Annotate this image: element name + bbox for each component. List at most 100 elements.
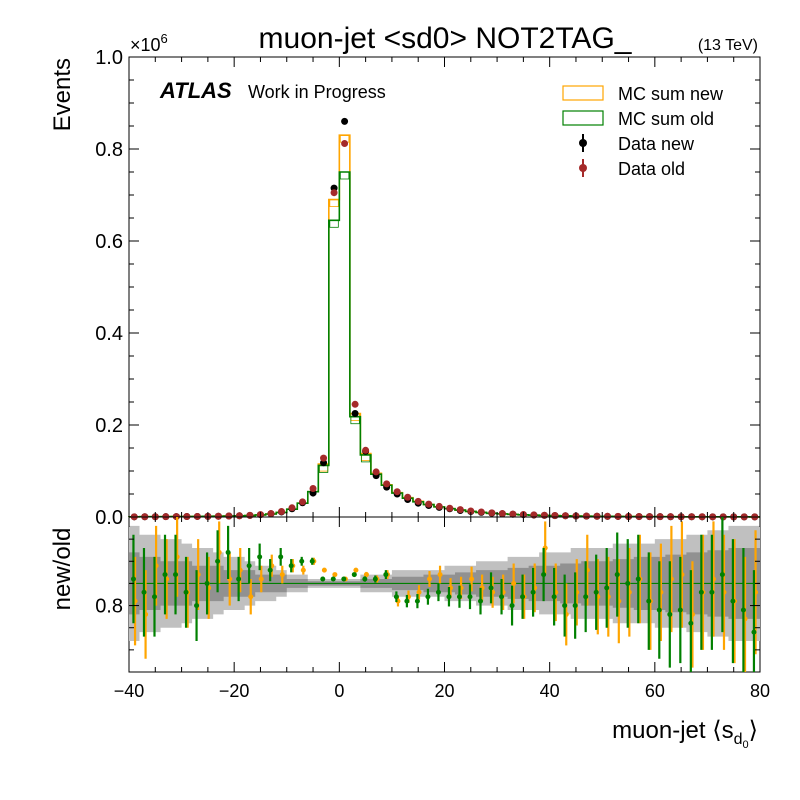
ratio-point-orange xyxy=(332,572,338,578)
y-tick-label: 0.4 xyxy=(95,323,123,345)
ratio-point-green xyxy=(572,603,578,609)
data-old-point xyxy=(477,508,485,516)
data-old-point xyxy=(225,512,233,520)
ratio-point-green xyxy=(288,563,294,569)
ratio-point-green xyxy=(225,549,231,555)
histogram-line-mc-sum-old xyxy=(128,171,760,518)
ratio-point-green xyxy=(183,589,189,595)
atlas-label-main: ATLAS xyxy=(159,78,232,103)
data-old-point xyxy=(593,512,601,520)
ratio-point-green xyxy=(709,589,715,595)
data-old-point xyxy=(277,507,285,515)
ratio-point-green xyxy=(435,589,441,595)
ratio-point-orange xyxy=(258,576,264,582)
mc-uncertainty-box xyxy=(329,219,339,228)
atlas-sublabel: Work in Progress xyxy=(248,82,386,102)
ratio-point-green xyxy=(236,576,242,582)
ratio-point-green xyxy=(677,607,683,613)
legend-label-mc-old: MC sum old xyxy=(618,109,714,129)
x-axis-label-sub: d xyxy=(734,731,743,748)
x-tick-label: 60 xyxy=(645,681,665,701)
x-tick-label: 80 xyxy=(750,681,770,701)
y-tick-label: 0.0 xyxy=(95,507,123,529)
ratio-point-green xyxy=(257,554,263,560)
data-old-point xyxy=(383,480,391,488)
ratio-point-green xyxy=(215,558,221,564)
x-tick-label: −20 xyxy=(219,681,250,701)
ratio-point-green xyxy=(456,594,462,600)
ratio-point-green xyxy=(541,572,547,578)
data-old-point xyxy=(267,510,275,518)
ratio-point-green xyxy=(583,594,589,600)
legend-marker-data-new xyxy=(579,139,587,147)
ratio-point-green xyxy=(478,598,484,604)
legend: MC sum new MC sum old Data new Data old xyxy=(562,84,724,179)
data-old-point xyxy=(509,510,517,518)
x-tick-label: 0 xyxy=(334,681,344,701)
data-old-point xyxy=(498,510,506,518)
data-old-point xyxy=(435,502,443,510)
ratio-point-green xyxy=(499,594,505,600)
x-axis-label: muon-jet ⟨sd0⟩ xyxy=(612,717,758,751)
data-old-point xyxy=(414,497,422,505)
mc-uncertainty-box xyxy=(329,199,339,208)
ratio-point-orange xyxy=(427,576,433,582)
data-old-point xyxy=(404,493,412,501)
legend-swatch-mc-old xyxy=(562,110,604,126)
legend-label-mc-new: MC sum new xyxy=(618,84,724,104)
ratio-point-green xyxy=(530,589,536,595)
ratio-point-green xyxy=(341,576,347,582)
ratio-point-green xyxy=(635,576,641,582)
ratio-point-green xyxy=(309,558,315,564)
ratio-point-green xyxy=(593,589,599,595)
ratio-point-green xyxy=(604,585,610,591)
ratio-point-green xyxy=(351,572,357,578)
mc-uncertainty-box xyxy=(360,454,371,463)
data-old-point xyxy=(246,511,254,519)
atlas-label: ATLAS xyxy=(159,78,232,103)
ratio-point-orange xyxy=(363,572,369,578)
ratio-point-orange xyxy=(321,567,327,573)
legend-marker-data-old xyxy=(579,164,587,172)
ratio-point-green xyxy=(414,598,420,604)
ratio-point-green xyxy=(299,558,305,564)
ratio-point-green xyxy=(404,598,410,604)
ratio-point-green xyxy=(204,580,210,586)
data-old-point xyxy=(540,511,548,519)
ratio-point-green xyxy=(688,620,694,626)
ratio-point-green xyxy=(194,603,200,609)
ratio-point-green xyxy=(173,572,179,578)
y-multiplier-base: ×10 xyxy=(130,35,161,55)
ratio-point-green xyxy=(425,594,431,600)
ratio-point-green xyxy=(141,589,147,595)
y-tick-label: 1.0 xyxy=(95,47,123,69)
data-old-point xyxy=(330,189,338,197)
data-old-point xyxy=(193,512,201,520)
data-old-point xyxy=(351,400,359,408)
ratio-plot: −40 −20 0 20 40 60 80 0.8 xyxy=(95,516,770,701)
ratio-point-green xyxy=(656,607,662,613)
ratio-point-green xyxy=(330,576,336,582)
data-old-point xyxy=(393,488,401,496)
ratio-point-green xyxy=(625,580,631,586)
data-old-point xyxy=(341,139,349,147)
chart-title: muon-jet <sd0> NOT2TAG_ xyxy=(259,22,633,55)
ratio-point-green xyxy=(740,607,746,613)
y-tick-label: 0.6 xyxy=(95,231,123,253)
ratio-y-tick-label: 0.8 xyxy=(95,596,123,618)
ratio-point-green xyxy=(646,598,652,604)
x-axis-label-subsub: 0 xyxy=(743,739,749,751)
ratio-point-green xyxy=(719,572,725,578)
ratio-point-orange xyxy=(437,572,443,578)
data-old-point xyxy=(362,446,370,454)
ratio-point-green xyxy=(162,572,168,578)
ratio-point-green xyxy=(267,567,273,573)
mc-uncertainty-box xyxy=(339,171,350,180)
legend-label-data-old: Data old xyxy=(618,159,685,179)
y-tick-label: 0.2 xyxy=(95,415,123,437)
ratio-point-green xyxy=(446,594,452,600)
y-multiplier: ×106 xyxy=(130,31,168,55)
ratio-point-green xyxy=(551,594,557,600)
legend-label-data-new: Data new xyxy=(618,134,695,154)
